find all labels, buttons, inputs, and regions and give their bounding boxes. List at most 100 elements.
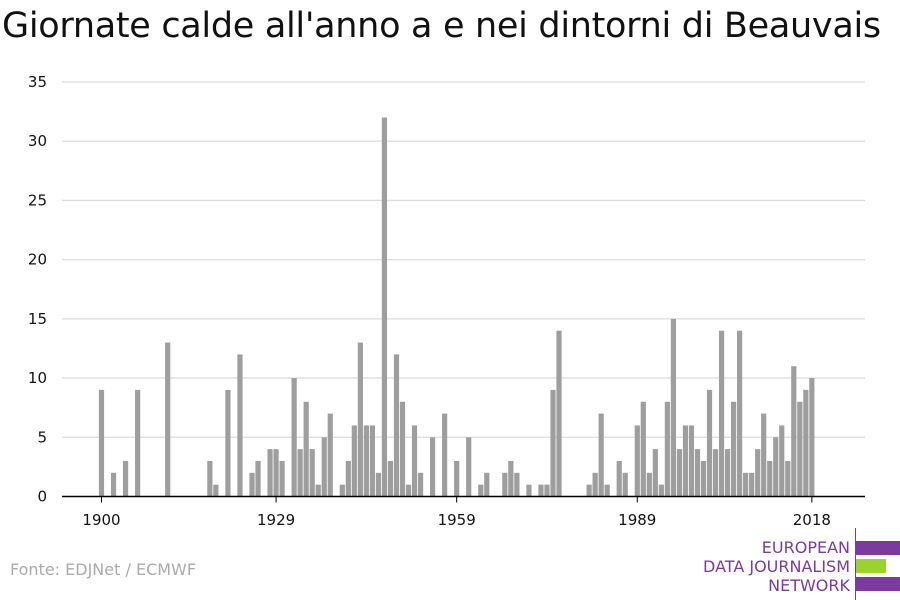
- bar-1999[interactable]: [694, 449, 701, 497]
- gridlines: [62, 81, 865, 438]
- bar-1964[interactable]: [484, 472, 490, 497]
- bar-2000[interactable]: [700, 460, 707, 497]
- bar-2018[interactable]: [809, 378, 815, 497]
- chart-title: Giornate calde all'anno a e nei dintorni…: [2, 6, 881, 46]
- bar-1983[interactable]: [598, 413, 604, 497]
- bar-1986[interactable]: [616, 460, 622, 497]
- bar-2013[interactable]: [779, 425, 785, 497]
- bar-1919[interactable]: [213, 484, 219, 497]
- bar-1993[interactable]: [658, 484, 664, 497]
- bar-1928[interactable]: [267, 449, 273, 497]
- bar-1949[interactable]: [393, 354, 400, 497]
- bar-2004[interactable]: [724, 449, 731, 497]
- bar-1991[interactable]: [646, 472, 652, 497]
- bar-1982[interactable]: [592, 472, 598, 497]
- y-tick-label: 5: [37, 428, 47, 446]
- logo-divider: [855, 528, 856, 600]
- bar-2017[interactable]: [803, 389, 809, 497]
- bar-1973[interactable]: [538, 484, 544, 497]
- bar-1918[interactable]: [207, 460, 213, 497]
- logo-line-3: NETWORK: [768, 576, 850, 595]
- bar-2015[interactable]: [791, 366, 797, 497]
- bar-1941[interactable]: [345, 460, 351, 497]
- y-tick-label: 35: [28, 73, 47, 91]
- edjnet-logo[interactable]: EUROPEAN DATA JOURNALISM NETWORK: [700, 528, 900, 600]
- bar-2001[interactable]: [706, 389, 713, 497]
- bar-1938[interactable]: [327, 413, 333, 497]
- bar-1968[interactable]: [508, 460, 514, 497]
- logo-line-1: EUROPEAN: [761, 538, 850, 557]
- bar-1946[interactable]: [375, 472, 382, 497]
- bar-1921[interactable]: [225, 389, 231, 497]
- bar-1943[interactable]: [357, 342, 363, 497]
- bar-1951[interactable]: [405, 484, 412, 497]
- bar-1974[interactable]: [544, 484, 550, 497]
- bar-1940[interactable]: [339, 484, 345, 497]
- logo-bar-purple-bottom: [856, 577, 900, 591]
- bar-1959[interactable]: [454, 460, 460, 497]
- bar-2007[interactable]: [743, 472, 749, 497]
- bar-2005[interactable]: [731, 401, 737, 497]
- bar-1955[interactable]: [430, 437, 436, 497]
- bar-1904[interactable]: [122, 460, 129, 497]
- bar-1933[interactable]: [297, 449, 303, 497]
- bar-1975[interactable]: [550, 389, 556, 497]
- bar-1906[interactable]: [135, 389, 141, 497]
- bar-1948[interactable]: [387, 460, 394, 497]
- bar-1992[interactable]: [652, 449, 658, 497]
- bar-1902[interactable]: [110, 472, 117, 497]
- bar-1947[interactable]: [381, 117, 388, 497]
- bar-2009[interactable]: [755, 449, 761, 497]
- logo-bar-purple-top: [856, 541, 900, 555]
- bar-2011[interactable]: [767, 460, 773, 497]
- bar-1926[interactable]: [255, 460, 261, 497]
- bar-1953[interactable]: [417, 472, 424, 497]
- bar-1930[interactable]: [279, 460, 285, 497]
- bar-1952[interactable]: [411, 425, 418, 497]
- bar-1911[interactable]: [165, 342, 171, 497]
- bar-1936[interactable]: [315, 484, 321, 497]
- bar-1923[interactable]: [237, 354, 243, 497]
- bar-1961[interactable]: [466, 437, 472, 497]
- bar-1995[interactable]: [670, 318, 676, 497]
- bar-2008[interactable]: [749, 472, 755, 497]
- bar-2006[interactable]: [737, 330, 743, 497]
- x-tick-label: 1989: [618, 511, 656, 529]
- bar-1998[interactable]: [688, 425, 695, 497]
- bar-1996[interactable]: [676, 449, 683, 497]
- bar-1900[interactable]: [98, 389, 105, 497]
- bar-1971[interactable]: [526, 484, 532, 497]
- bar-2012[interactable]: [773, 437, 779, 497]
- bar-1989[interactable]: [634, 425, 640, 497]
- bar-2010[interactable]: [761, 413, 767, 497]
- bar-1944[interactable]: [363, 425, 369, 497]
- bar-1935[interactable]: [309, 449, 315, 497]
- bar-1981[interactable]: [586, 484, 592, 497]
- bar-1963[interactable]: [478, 484, 484, 497]
- bar-1957[interactable]: [442, 413, 448, 497]
- x-tick-label: 1900: [82, 511, 120, 529]
- bar-2003[interactable]: [718, 330, 725, 497]
- bar-1929[interactable]: [273, 449, 279, 497]
- bar-1969[interactable]: [514, 472, 520, 497]
- y-tick-label: 15: [28, 310, 47, 328]
- bar-1942[interactable]: [351, 425, 357, 497]
- bar-1934[interactable]: [303, 401, 309, 497]
- bar-1950[interactable]: [399, 401, 406, 497]
- bar-1994[interactable]: [664, 401, 670, 497]
- bar-1987[interactable]: [622, 472, 628, 497]
- bar-1945[interactable]: [369, 425, 375, 497]
- bar-1925[interactable]: [249, 472, 255, 497]
- bar-2016[interactable]: [797, 401, 803, 497]
- bar-1990[interactable]: [640, 401, 646, 497]
- y-tick-label: 0: [37, 488, 47, 506]
- bar-2002[interactable]: [712, 449, 719, 497]
- bar-1967[interactable]: [502, 472, 508, 497]
- bar-1976[interactable]: [556, 330, 562, 497]
- bar-1984[interactable]: [604, 484, 610, 497]
- bar-2014[interactable]: [785, 460, 791, 497]
- bar-1932[interactable]: [291, 378, 297, 497]
- y-tick-label: 30: [28, 132, 47, 150]
- bar-1937[interactable]: [321, 437, 327, 497]
- bar-1997[interactable]: [682, 425, 689, 497]
